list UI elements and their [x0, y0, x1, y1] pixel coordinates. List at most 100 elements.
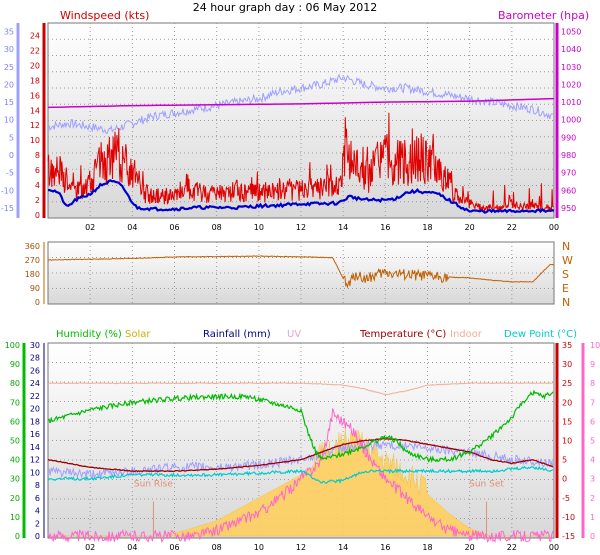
humidity-tick-label: 50 [10, 437, 20, 446]
compass-label: N [562, 296, 570, 309]
sunrise-marker-label: Sun Rise [134, 479, 173, 489]
x-tick-label: 04 [127, 223, 137, 232]
wind-tick-label: 8 [35, 151, 40, 160]
series-header: Dew Point (°C) [504, 329, 577, 340]
x-tick-label: 02 [85, 543, 95, 552]
wind-tick-label: 6 [35, 166, 40, 175]
wind-tick-label: 0 [35, 211, 40, 220]
rain-tick-label: 30 [30, 341, 40, 350]
temp-tick-label: 0 [562, 475, 567, 484]
rain-tick-label: 6 [35, 494, 40, 503]
rain-tick-label: 22 [30, 392, 40, 401]
compass-label: N [562, 240, 570, 253]
humidity-temp-panel: Humidity (%) Solar Rainfall (mm) UV Temperat… [5, 329, 600, 552]
temp-series: Sun Rise Sun Set [47, 382, 554, 543]
baro-tick-label: 1010 [561, 98, 581, 107]
temp-tick-label: -10 [562, 513, 575, 522]
rain-tick-label: 24 [30, 379, 40, 388]
baro-axis-label: Barometer (hpa) [498, 9, 589, 22]
humidity-tick-label: 30 [10, 475, 20, 484]
compass-label: W [562, 254, 573, 267]
temp-tick-label: 10 [562, 437, 572, 446]
x-tick-label: 08 [212, 543, 222, 552]
uv-tick-label: 3 [590, 475, 595, 484]
uv-tick-label: 10 [590, 341, 600, 350]
uv-tick-label: 6 [590, 417, 595, 426]
humidity-line [47, 389, 554, 464]
wind-tick-label: 22 [30, 46, 40, 55]
outer-tick-label: 0 [9, 151, 14, 160]
uv-tick-label: 2 [590, 494, 595, 503]
baro-tick-label: 990 [561, 133, 576, 142]
temp-tick-label: 5 [562, 456, 567, 465]
baro-tick-label: 970 [561, 169, 576, 178]
wind-axis-ticks: 35302520151050-5-10-15242220181614121086… [1, 23, 581, 220]
x-tick-label: 10 [254, 543, 264, 552]
series-header: Solar [125, 329, 151, 340]
humidity-tick-label: 60 [10, 417, 20, 426]
humidity-tick-label: 100 [5, 341, 20, 350]
x-tick-label: 00 [549, 223, 559, 232]
baro-tick-label: 1000 [561, 116, 581, 125]
x-tick-label: 20 [465, 223, 475, 232]
wind-tick-label: 2 [35, 196, 40, 205]
sunset-marker-label: Sun Set [469, 479, 504, 489]
outer-tick-label: 10 [4, 116, 14, 125]
uv-tick-label: 7 [590, 398, 595, 407]
x-tick-label: 18 [422, 223, 432, 232]
barometer-line [47, 97, 555, 109]
rain-tick-label: 26 [30, 366, 40, 375]
series-header: Rainfall (mm) [203, 329, 271, 340]
baro-tick-label: 960 [561, 186, 576, 195]
uv-tick-label: 9 [590, 360, 595, 369]
temp-tick-label: -5 [562, 494, 570, 503]
outer-tick-label: -15 [1, 204, 14, 213]
wind-axis-label: Windspeed (kts) [60, 9, 149, 22]
compass-label: S [562, 268, 569, 281]
rain-tick-label: 20 [30, 405, 40, 414]
wind-tick-label: 4 [35, 181, 40, 190]
humidity-tick-label: 40 [10, 456, 20, 465]
x-tick-label: 04 [127, 543, 137, 552]
wind-tick-label: 24 [30, 31, 40, 40]
outer-temp-line [47, 73, 554, 135]
wind-series [47, 73, 555, 214]
wind-tick-label: 18 [30, 76, 40, 85]
uv-line [47, 408, 554, 543]
rain-tick-label: 2 [35, 519, 40, 528]
humidity-tick-label: 70 [10, 398, 20, 407]
direction-tick-label: 270 [25, 256, 40, 265]
x-tick-label: 12 [296, 223, 306, 232]
wind-x-ticks: 02 04 06 08 10 12 14 16 18 20 22 00 [85, 223, 559, 232]
wind-tick-label: 16 [30, 91, 40, 100]
rain-tick-label: 0 [35, 532, 40, 541]
uv-tick-label: 0 [590, 532, 595, 541]
outer-tick-label: -10 [1, 186, 14, 195]
graph-title: 24 hour graph day : 06 May 2012 [193, 1, 378, 14]
x-tick-label: 12 [296, 543, 306, 552]
x-tick-label: 14 [338, 223, 348, 232]
indoor-line [47, 382, 554, 396]
temp-tick-label: 35 [562, 341, 572, 350]
x-tick-label: 00 [549, 543, 559, 552]
x-tick-label: 22 [507, 223, 517, 232]
outer-tick-label: 30 [4, 45, 14, 54]
outer-tick-label: 35 [4, 28, 14, 37]
humidity-tick-label: 90 [10, 360, 20, 369]
dewpoint-line [47, 465, 554, 485]
uv-tick-label: 1 [590, 513, 595, 522]
rain-tick-label: 16 [30, 430, 40, 439]
rain-tick-label: 10 [30, 468, 40, 477]
x-tick-label: 20 [465, 543, 475, 552]
baro-tick-label: 1050 [561, 28, 581, 37]
x-tick-label: 18 [422, 543, 432, 552]
x-tick-label: 10 [254, 223, 264, 232]
baro-tick-label: 1030 [561, 63, 581, 72]
rain-tick-label: 4 [35, 507, 40, 516]
x-tick-label: 22 [507, 543, 517, 552]
average-wind-line [47, 179, 555, 214]
outer-tick-label: 5 [9, 133, 14, 142]
